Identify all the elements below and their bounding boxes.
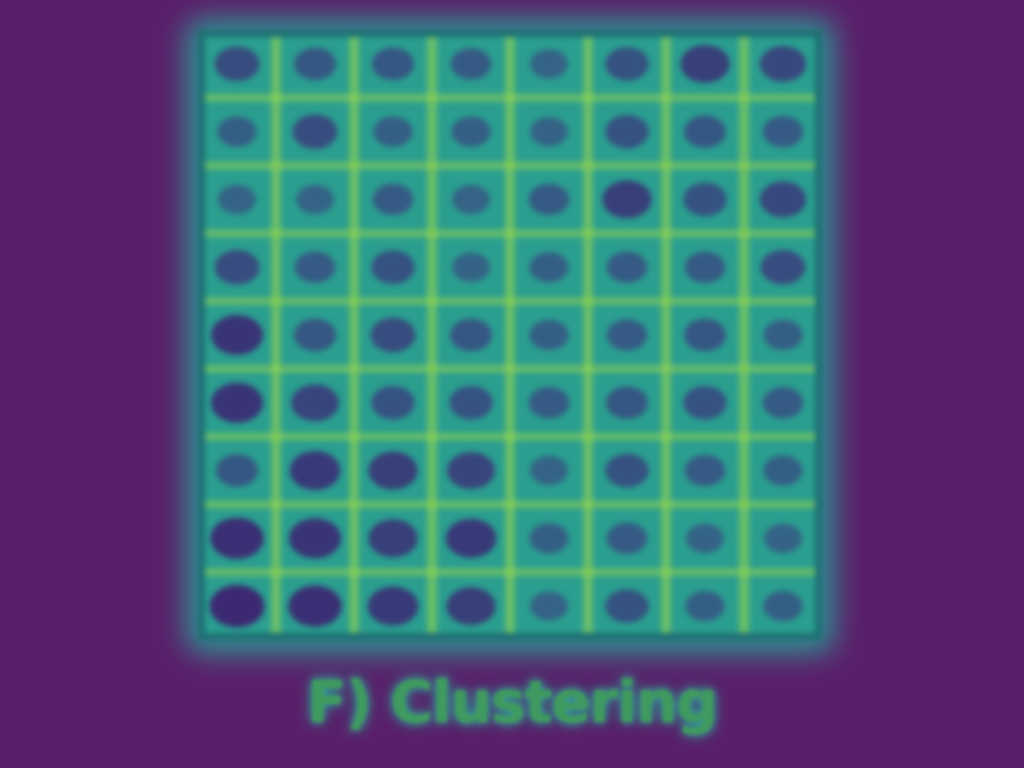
heatmap-svg	[198, 30, 822, 640]
cluster-blob	[686, 524, 724, 553]
cluster-blob	[607, 319, 648, 350]
grid-line-horizontal	[198, 365, 822, 373]
grid-line-horizontal	[198, 433, 822, 441]
grid-line-horizontal	[198, 500, 822, 508]
cluster-blob	[685, 591, 724, 621]
grid-line-vertical	[661, 30, 671, 640]
cluster-blob	[761, 250, 806, 285]
cluster-blob	[683, 183, 727, 217]
cluster-blob	[530, 49, 568, 78]
grid-line-horizontal	[198, 568, 822, 576]
cluster-blob	[211, 315, 263, 355]
cluster-blob	[295, 251, 336, 282]
cluster-blob	[685, 251, 726, 282]
grid-line-horizontal	[198, 94, 822, 102]
cluster-blob	[368, 452, 417, 490]
cluster-blob	[217, 116, 256, 146]
cluster-blob	[685, 455, 726, 486]
cluster-blob	[446, 587, 495, 625]
cluster-blob	[606, 387, 648, 420]
cluster-blob	[680, 45, 729, 83]
cluster-blob	[216, 454, 258, 487]
cluster-blob	[529, 523, 568, 553]
cluster-blob	[372, 48, 414, 81]
cluster-blob	[605, 47, 649, 81]
grid-line-vertical	[271, 30, 281, 640]
cluster-blob	[530, 117, 568, 146]
cluster-blob	[763, 455, 802, 485]
grid-line-horizontal	[198, 162, 822, 170]
cluster-blob	[607, 523, 648, 554]
cluster-blob	[684, 319, 726, 352]
cluster-blob	[760, 46, 806, 82]
cluster-blob	[210, 585, 265, 627]
cluster-blob	[289, 518, 341, 558]
cluster-blob	[371, 386, 415, 420]
cluster-blob	[211, 383, 263, 423]
cluster-blob	[294, 319, 336, 352]
grid-line-vertical	[505, 30, 515, 640]
cluster-blob	[450, 319, 492, 352]
cluster-blob	[452, 253, 490, 282]
cluster-blob	[683, 386, 727, 420]
cluster-blob	[371, 318, 416, 353]
cluster-blob	[764, 524, 802, 553]
cluster-blob	[371, 250, 415, 284]
cluster-blob	[529, 387, 570, 418]
cluster-blob	[760, 182, 806, 218]
cluster-blob	[763, 320, 802, 350]
cluster-blob	[296, 185, 334, 214]
cluster-blob	[446, 519, 497, 558]
cluster-blob	[530, 591, 568, 620]
figure-caption: F) Clustering	[0, 668, 1024, 736]
cluster-blob	[368, 587, 419, 626]
grid-line-vertical	[739, 30, 749, 640]
grid-line-horizontal	[198, 297, 822, 305]
cluster-blob	[291, 384, 339, 421]
cluster-blob	[529, 184, 570, 215]
cluster-blob	[449, 386, 493, 420]
cluster-blob	[684, 115, 726, 148]
cluster-blob	[288, 586, 341, 627]
cluster-blob	[607, 251, 648, 282]
cluster-blob	[451, 116, 490, 146]
cluster-blob	[602, 180, 651, 218]
cluster-blob	[530, 456, 568, 485]
cluster-blob	[373, 184, 414, 215]
cluster-blob	[215, 47, 260, 82]
cluster-blob	[447, 452, 495, 489]
cluster-blob	[605, 454, 649, 488]
cluster-blob	[763, 387, 804, 418]
grid-line-horizontal	[198, 229, 822, 237]
cluster-blob	[452, 185, 490, 214]
cluster-blob	[451, 48, 492, 79]
cluster-blob	[218, 185, 256, 214]
cluster-blob	[763, 591, 802, 621]
cluster-blob	[215, 250, 260, 285]
clustering-heatmap	[198, 30, 822, 640]
grid-line-vertical	[427, 30, 437, 640]
cluster-blob	[605, 115, 649, 149]
cluster-blob	[290, 451, 341, 490]
cluster-blob	[529, 252, 568, 282]
cluster-blob	[763, 116, 804, 147]
cluster-blob	[605, 589, 649, 623]
cluster-blob	[368, 519, 417, 557]
cluster-blob	[373, 116, 412, 146]
cluster-blob	[294, 48, 336, 81]
grid-line-vertical	[583, 30, 593, 640]
grid-line-vertical	[349, 30, 359, 640]
cluster-blob	[293, 114, 338, 149]
cluster-blob	[210, 518, 263, 559]
cluster-blob	[529, 320, 568, 350]
